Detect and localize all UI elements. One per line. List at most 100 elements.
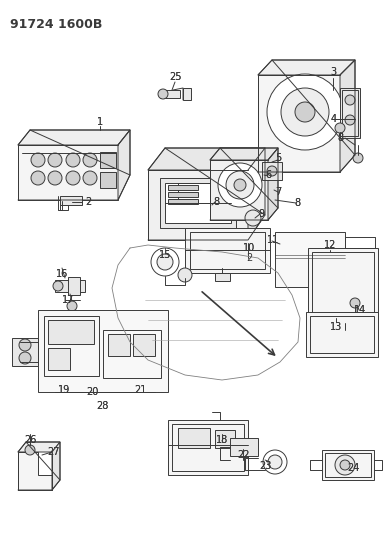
- Text: 9: 9: [258, 209, 264, 219]
- Polygon shape: [258, 60, 355, 75]
- Bar: [308, 248, 378, 323]
- Text: 1: 1: [97, 117, 103, 127]
- Bar: [168, 199, 198, 204]
- Bar: [178, 183, 218, 203]
- Circle shape: [267, 74, 343, 150]
- Circle shape: [345, 115, 355, 125]
- Text: 12: 12: [324, 240, 336, 250]
- Text: 8: 8: [294, 198, 300, 208]
- Bar: [103, 330, 161, 378]
- Circle shape: [31, 171, 45, 185]
- Circle shape: [245, 210, 261, 226]
- Text: 3: 3: [330, 67, 336, 77]
- Text: 8: 8: [213, 197, 219, 207]
- Bar: [55, 280, 85, 292]
- Bar: [168, 420, 248, 475]
- Bar: [68, 277, 80, 295]
- Circle shape: [66, 153, 80, 167]
- Circle shape: [218, 163, 262, 207]
- Circle shape: [345, 95, 355, 105]
- Circle shape: [335, 123, 345, 133]
- Text: 4: 4: [331, 114, 337, 124]
- Text: 5: 5: [275, 153, 281, 163]
- Text: 5: 5: [275, 153, 281, 163]
- Polygon shape: [258, 75, 340, 172]
- Circle shape: [48, 153, 62, 167]
- Circle shape: [83, 153, 97, 167]
- Bar: [60, 196, 82, 205]
- Text: 6: 6: [265, 170, 271, 180]
- Polygon shape: [340, 60, 355, 172]
- Circle shape: [268, 455, 282, 469]
- Bar: [60, 205, 68, 210]
- Text: 2: 2: [85, 197, 91, 207]
- Bar: [312, 252, 374, 319]
- Circle shape: [226, 171, 254, 199]
- Bar: [48, 320, 94, 344]
- Text: 9: 9: [258, 209, 264, 219]
- Bar: [44, 316, 99, 376]
- Text: 7: 7: [275, 187, 281, 197]
- Circle shape: [158, 89, 168, 99]
- Polygon shape: [18, 145, 118, 200]
- Text: 25: 25: [169, 72, 181, 82]
- Text: 24: 24: [347, 463, 359, 473]
- Text: 23: 23: [259, 461, 271, 471]
- Bar: [230, 438, 258, 456]
- Circle shape: [48, 171, 62, 185]
- Text: 8: 8: [337, 133, 343, 143]
- Text: 26: 26: [24, 435, 36, 445]
- Text: 23: 23: [259, 461, 271, 471]
- Text: 22: 22: [237, 450, 249, 460]
- Text: 28: 28: [96, 401, 108, 411]
- Text: 13: 13: [330, 322, 342, 332]
- Text: 10: 10: [243, 243, 255, 253]
- Text: 2: 2: [85, 197, 91, 207]
- Circle shape: [281, 88, 329, 136]
- Circle shape: [350, 298, 360, 308]
- Text: 4: 4: [331, 114, 337, 124]
- Text: 21: 21: [134, 385, 146, 395]
- Bar: [100, 172, 116, 188]
- Text: 10: 10: [243, 243, 255, 253]
- Circle shape: [157, 254, 173, 270]
- Text: 3: 3: [330, 67, 336, 77]
- Polygon shape: [268, 148, 278, 220]
- Text: 27: 27: [47, 447, 59, 457]
- Circle shape: [234, 179, 246, 191]
- Bar: [340, 88, 360, 138]
- Bar: [108, 334, 130, 356]
- Bar: [172, 424, 244, 471]
- Circle shape: [340, 460, 350, 470]
- Circle shape: [53, 281, 63, 291]
- Circle shape: [178, 268, 192, 282]
- Text: 16: 16: [56, 269, 68, 279]
- Bar: [275, 232, 345, 287]
- Text: 14: 14: [354, 305, 366, 315]
- Text: 19: 19: [58, 385, 70, 395]
- Polygon shape: [52, 442, 60, 490]
- Circle shape: [83, 171, 97, 185]
- Text: 20: 20: [86, 387, 98, 397]
- Bar: [48, 348, 70, 370]
- Circle shape: [31, 153, 45, 167]
- Text: 14: 14: [354, 305, 366, 315]
- Polygon shape: [18, 442, 60, 452]
- Circle shape: [66, 171, 80, 185]
- Circle shape: [67, 301, 77, 311]
- Text: 25: 25: [169, 72, 181, 82]
- Circle shape: [353, 153, 363, 163]
- Bar: [215, 430, 235, 448]
- Circle shape: [340, 327, 350, 337]
- Text: 17: 17: [62, 295, 74, 305]
- Bar: [342, 90, 358, 136]
- Text: 28: 28: [96, 401, 108, 411]
- Polygon shape: [210, 148, 278, 160]
- Circle shape: [19, 339, 31, 351]
- Polygon shape: [18, 130, 130, 145]
- Text: 21: 21: [134, 385, 146, 395]
- Bar: [215, 273, 230, 281]
- Bar: [310, 316, 374, 353]
- Bar: [185, 228, 270, 273]
- Text: 13: 13: [330, 322, 342, 332]
